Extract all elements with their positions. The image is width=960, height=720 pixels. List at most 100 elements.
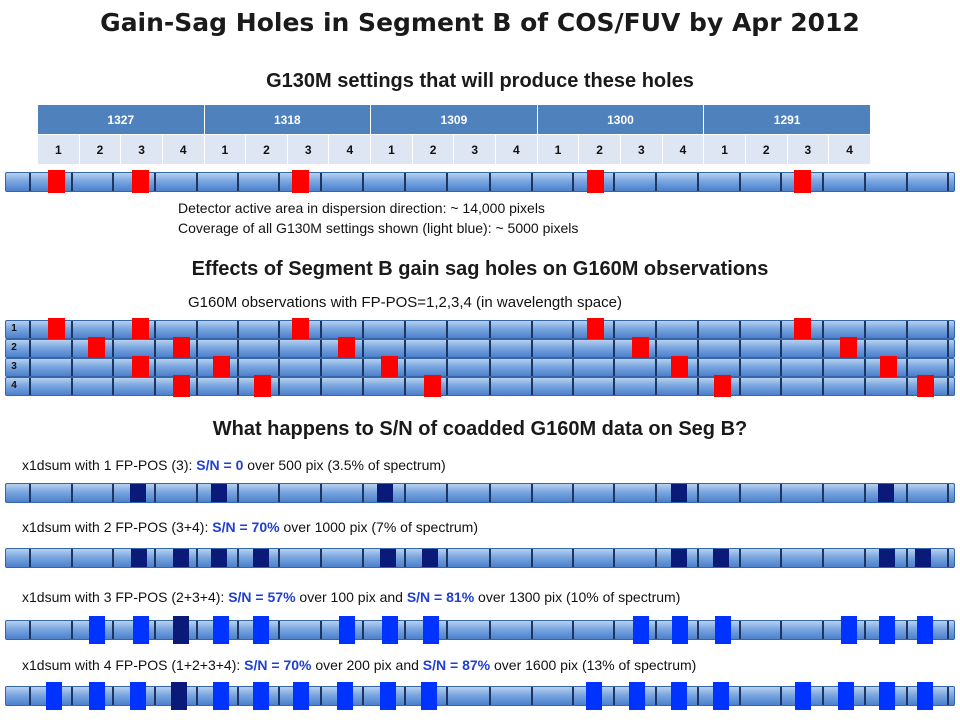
strip-tick [320, 340, 322, 357]
gain-sag-hole [671, 549, 687, 567]
gain-sag-hole [424, 375, 441, 397]
gain-sag-hole [338, 337, 355, 359]
strip-tick [112, 321, 114, 338]
strip-tick [154, 378, 156, 395]
strip-tick [237, 321, 239, 338]
strip-tick [489, 687, 491, 705]
strip-tick [362, 340, 364, 357]
gain-sag-hole [213, 616, 229, 644]
gain-sag-hole [715, 616, 731, 644]
gain-sag-hole [840, 337, 857, 359]
sn-value: S/N = 0 [196, 457, 244, 473]
strip-tick [71, 321, 73, 338]
strip-tick [613, 687, 615, 705]
coadd-3-strip [5, 616, 955, 644]
strip-tick [655, 173, 657, 191]
gain-sag-hole [380, 549, 396, 567]
gain-sag-hole [253, 549, 269, 567]
strip-tick [112, 173, 114, 191]
gain-sag-hole [879, 616, 895, 644]
strip-tick [362, 321, 364, 338]
coadd-1-strip [5, 483, 955, 503]
strip-tick [404, 340, 406, 357]
fppos-3-strip [5, 356, 955, 378]
strip-tick [320, 378, 322, 395]
strip-tick [947, 359, 949, 376]
strip-tick [154, 340, 156, 357]
coverage-note-line: Coverage of all G130M settings shown (li… [178, 220, 579, 236]
strip-tick [362, 173, 364, 191]
strip-tick [196, 621, 198, 639]
strip-tick [739, 621, 741, 639]
strip-tick [446, 484, 448, 502]
strip-tick [655, 687, 657, 705]
gain-sag-hole [381, 356, 398, 378]
sn-value: S/N = 57% [228, 589, 296, 605]
strip-tick [906, 687, 908, 705]
strip-tick [697, 687, 699, 705]
gain-sag-hole [132, 170, 149, 193]
cenwave-header: 1318 [203, 104, 372, 135]
strip-tick [531, 484, 533, 502]
strip-tick [739, 359, 741, 376]
strip-tick [404, 378, 406, 395]
gain-sag-hole [880, 356, 897, 378]
gain-sag-hole [841, 616, 857, 644]
strip-tick [237, 173, 239, 191]
strip-tick [531, 321, 533, 338]
gain-sag-hole [132, 356, 149, 378]
gain-sag-hole [254, 375, 271, 397]
strip-tick [362, 484, 364, 502]
gain-sag-hole [917, 682, 933, 710]
gain-sag-hole [213, 356, 230, 378]
strip-tick [404, 359, 406, 376]
strip-tick [739, 321, 741, 338]
strip-tick [906, 549, 908, 567]
gain-sag-hole [838, 682, 854, 710]
gain-sag-hole [339, 616, 355, 644]
cenwave-header: 1327 [37, 104, 205, 135]
strip-tick [697, 173, 699, 191]
fppos-cell: 2 [78, 134, 122, 165]
gain-sag-hole [173, 616, 189, 644]
strip-tick [572, 378, 574, 395]
strip-tick [154, 621, 156, 639]
strip-tick [446, 687, 448, 705]
strip-tick [320, 621, 322, 639]
strip-tick [446, 340, 448, 357]
fppos-cell: 4 [161, 134, 205, 165]
strip-tick [29, 621, 31, 639]
cenwave-header: 1300 [536, 104, 705, 135]
strip-tick [655, 359, 657, 376]
gain-sag-hole [133, 616, 149, 644]
strip-tick [864, 484, 866, 502]
strip-tick [320, 359, 322, 376]
strip-tick [572, 549, 574, 567]
strip-tick [864, 173, 866, 191]
strip-tick [655, 378, 657, 395]
gain-sag-hole [713, 549, 729, 567]
strip-tick [71, 359, 73, 376]
strip-tick [822, 321, 824, 338]
strip-tick [196, 321, 198, 338]
strip-tick [531, 340, 533, 357]
strip-tick [572, 687, 574, 705]
strip-tick [29, 484, 31, 502]
strip-tick [237, 549, 239, 567]
fppos-cell: 1 [536, 134, 580, 165]
strip-tick [489, 621, 491, 639]
gain-sag-hole [292, 170, 309, 193]
sn-value: S/N = 81% [406, 589, 475, 605]
strip-tick [154, 173, 156, 191]
strip-tick [237, 484, 239, 502]
strip-tick [154, 321, 156, 338]
strip-tick [947, 549, 949, 567]
strip-tick [29, 340, 31, 357]
strip-tick [780, 378, 782, 395]
caption-text: x1dsum with 4 FP-POS (1+2+3+4): [22, 657, 245, 673]
strip-tick [29, 173, 31, 191]
strip-tick [196, 687, 198, 705]
strip-tick [71, 621, 73, 639]
strip-tick [906, 484, 908, 502]
gain-sag-hole [713, 682, 729, 710]
